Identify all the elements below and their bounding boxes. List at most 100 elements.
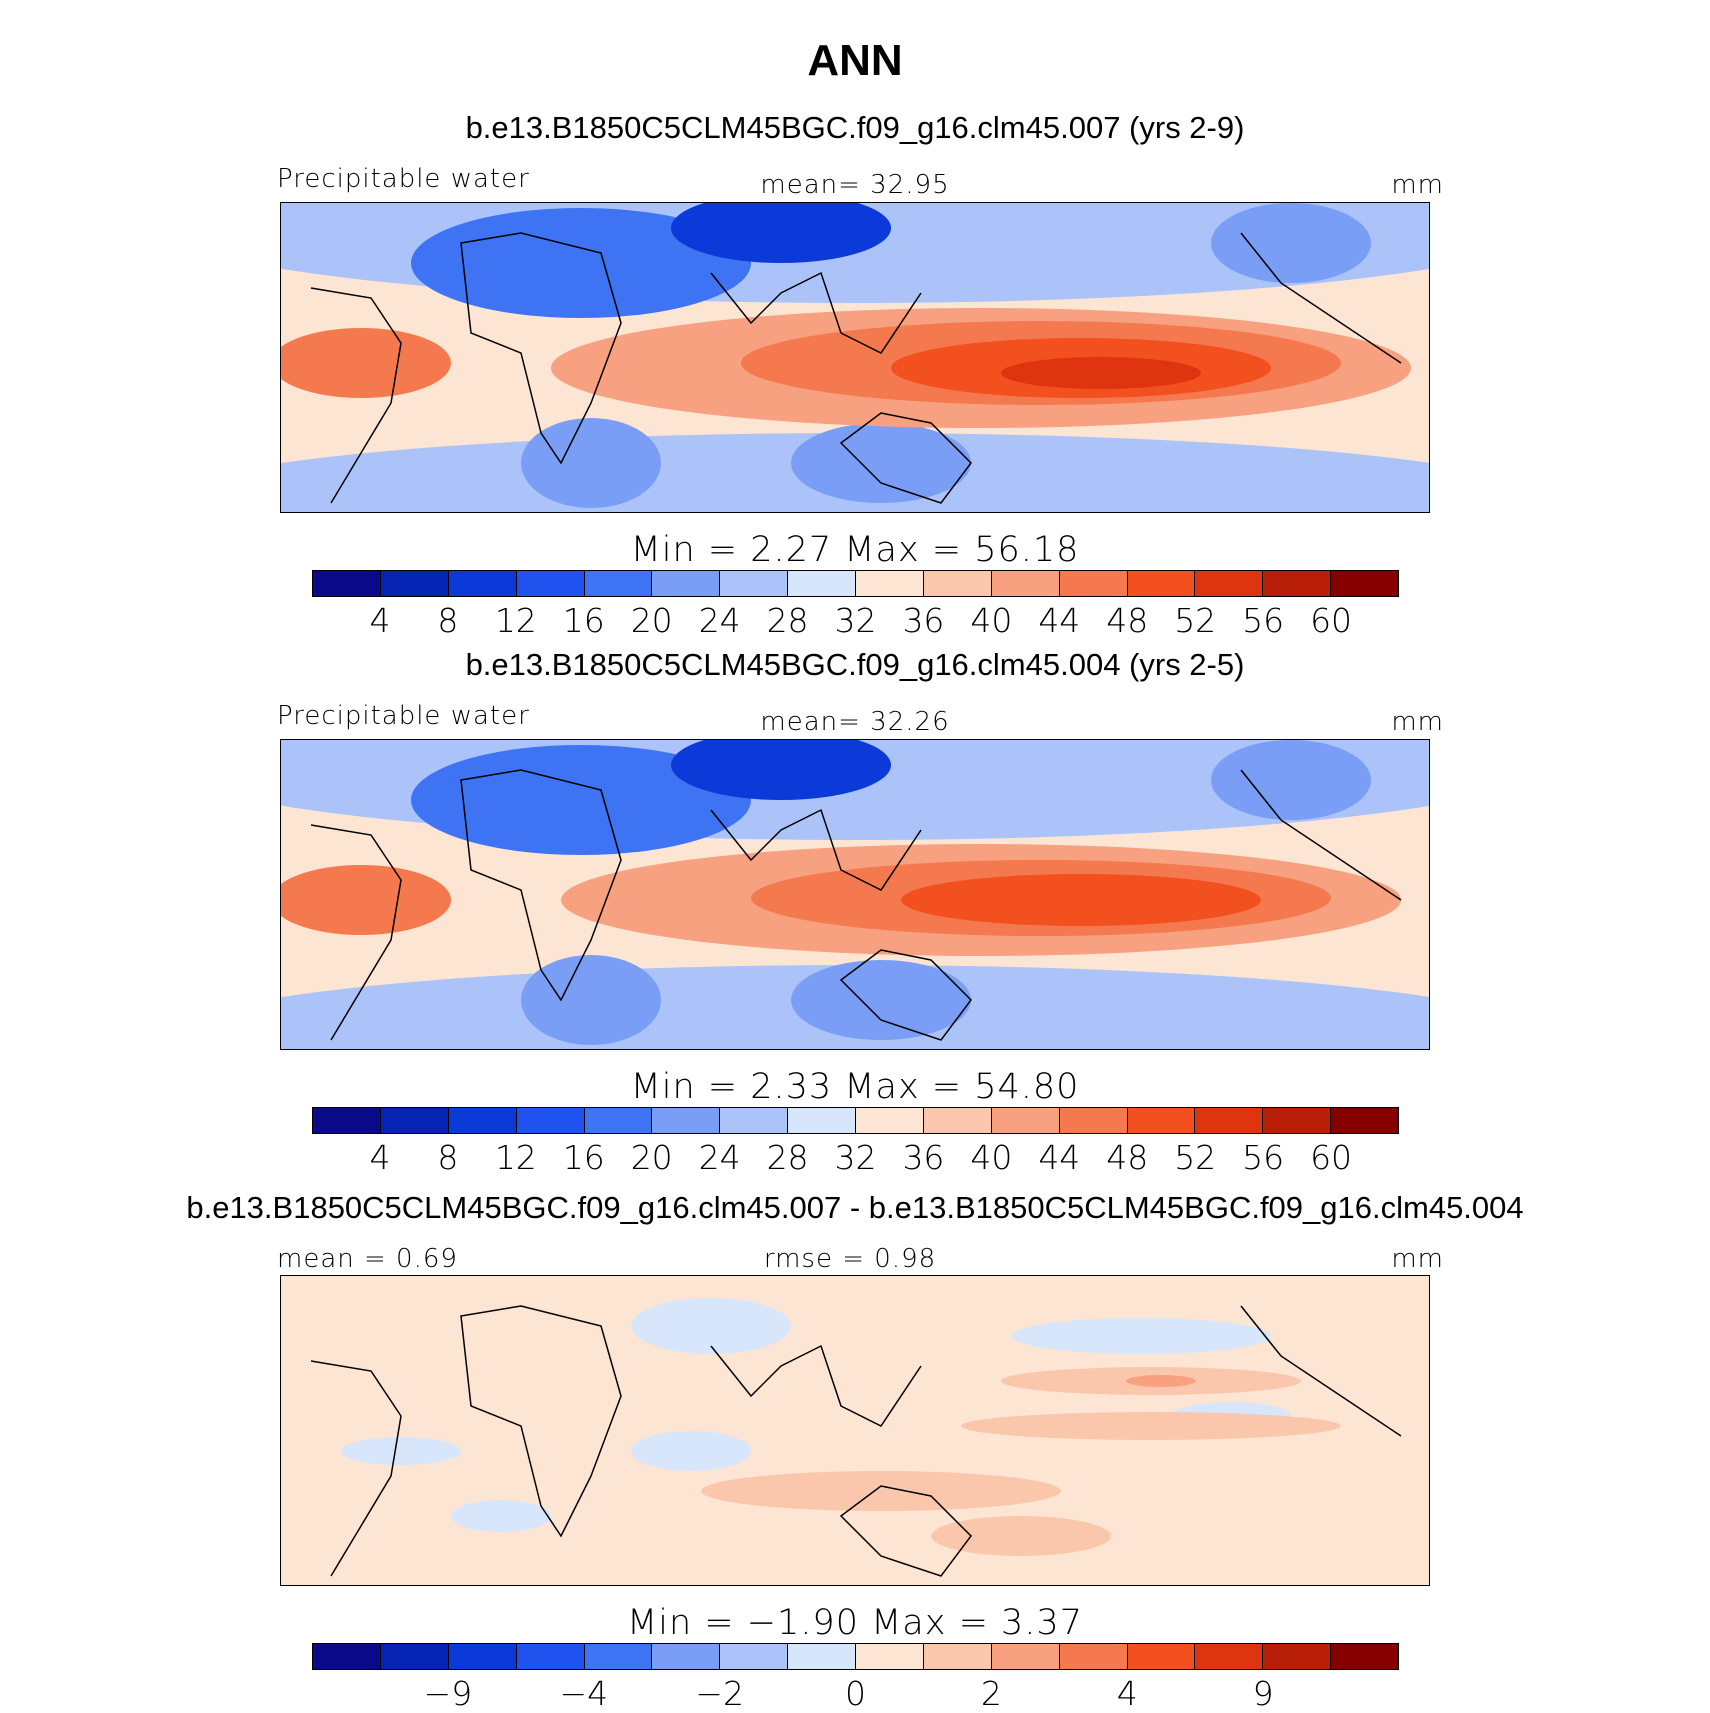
colorbar-tick-label: 40 — [970, 1138, 1013, 1177]
colorbar-tick-label: 9 — [1252, 1674, 1274, 1713]
colorbar-tick-label: 28 — [766, 601, 809, 640]
panel1-min-max: Min = 2.27 Max = 56.18 — [630, 530, 1080, 570]
colorbar-bin — [720, 571, 789, 596]
colorbar-bin — [1331, 571, 1398, 596]
colorbar-bin — [856, 1108, 924, 1133]
colorbar-tick-label: 24 — [698, 1138, 741, 1177]
colorbar-bin — [1127, 1108, 1196, 1133]
colorbar-bin — [652, 1108, 721, 1133]
colorbar-bin — [448, 1108, 517, 1133]
panel3-mean-label: mean = 0.69 — [277, 1244, 458, 1274]
colorbar-tick-label: 44 — [1038, 1138, 1081, 1177]
colorbar-tick-label: 8 — [437, 1138, 459, 1177]
colorbar-bin — [923, 571, 992, 596]
panel2-units-label: mm — [1391, 707, 1444, 737]
colorbar-tick-label: 52 — [1174, 601, 1217, 640]
colorbar-bin — [1059, 571, 1128, 596]
colorbar-tick-label: 4 — [1116, 1674, 1138, 1713]
panel1-case-title: b.e13.B1850C5CLM45BGC.f09_g16.clm45.007 … — [465, 110, 1245, 145]
colorbar-tick-label: 56 — [1242, 601, 1285, 640]
colorbar-tick-label: 44 — [1038, 601, 1081, 640]
colorbar-bin — [313, 1108, 381, 1133]
colorbar-tick-label: 24 — [698, 601, 741, 640]
panel2-min-max: Min = 2.33 Max = 54.80 — [630, 1067, 1080, 1107]
colorbar-bin — [313, 1644, 381, 1669]
panel1-colorbar-ticks: 4 8 12 16 20 24 28 32 36 40 44 48 52 56 60 — [312, 601, 1399, 641]
panel1-variable-label: Precipitable water — [277, 164, 530, 194]
colorbar-bin — [516, 571, 585, 596]
colorbar-bin — [1195, 1644, 1264, 1669]
colorbar-bin — [1127, 1644, 1196, 1669]
panel1-colorbar — [312, 570, 1399, 597]
colorbar-bin — [720, 1644, 789, 1669]
colorbar-bin — [1195, 1108, 1264, 1133]
colorbar-tick-label: 28 — [766, 1138, 809, 1177]
colorbar-bin — [652, 1644, 721, 1669]
panel1-mean-label: mean= 32.95 — [760, 170, 950, 200]
colorbar-bin — [1263, 571, 1332, 596]
colorbar-tick-label: 36 — [902, 1138, 945, 1177]
colorbar-bin — [856, 1644, 924, 1669]
colorbar-bin — [1127, 571, 1196, 596]
colorbar-bin — [991, 571, 1060, 596]
colorbar-bin — [788, 1108, 856, 1133]
colorbar-tick-label: 20 — [630, 1138, 673, 1177]
colorbar-bin — [991, 1108, 1060, 1133]
colorbar-tick-label: 36 — [902, 601, 945, 640]
colorbar-bin — [584, 1108, 653, 1133]
colorbar-tick-label: 48 — [1106, 1138, 1149, 1177]
colorbar-bin — [720, 1108, 789, 1133]
colorbar-tick-label: 12 — [494, 601, 537, 640]
panel3-rmse-label: rmse = 0.98 — [763, 1244, 937, 1274]
colorbar-bin — [1263, 1644, 1332, 1669]
colorbar-bin — [448, 571, 517, 596]
colorbar-tick-label: 48 — [1106, 601, 1149, 640]
colorbar-bin — [923, 1108, 992, 1133]
colorbar-bin — [652, 571, 721, 596]
colorbar-bin — [923, 1644, 992, 1669]
colorbar-bin — [516, 1644, 585, 1669]
colorbar-tick-label: 32 — [834, 601, 877, 640]
panel3-units-label: mm — [1391, 1244, 1444, 1274]
panel1-units-label: mm — [1391, 170, 1444, 200]
colorbar-tick-label: 20 — [630, 601, 673, 640]
colorbar-tick-label: 40 — [970, 601, 1013, 640]
colorbar-tick-label: 56 — [1242, 1138, 1285, 1177]
colorbar-bin — [1059, 1644, 1128, 1669]
colorbar-tick-label: 2 — [980, 1674, 1002, 1713]
colorbar-bin — [380, 1108, 449, 1133]
panel3-colorbar-ticks: −9 −4 −2 0 2 4 9 — [312, 1674, 1399, 1713]
colorbar-bin — [584, 571, 653, 596]
panel2-colorbar — [312, 1107, 1399, 1134]
colorbar-bin — [1331, 1108, 1398, 1133]
colorbar-bin — [1263, 1108, 1332, 1133]
colorbar-bin — [856, 571, 924, 596]
colorbar-tick-label: −9 — [423, 1674, 473, 1713]
colorbar-bin — [1331, 1644, 1398, 1669]
panel3-map — [280, 1275, 1430, 1586]
colorbar-bin — [1059, 1108, 1128, 1133]
panel2-variable-label: Precipitable water — [277, 701, 530, 731]
colorbar-bin — [380, 1644, 449, 1669]
panel3-min-max: Min = −1.90 Max = 3.37 — [627, 1603, 1083, 1643]
colorbar-tick-label: 16 — [562, 1138, 605, 1177]
colorbar-bin — [584, 1644, 653, 1669]
figure-title: ANN — [807, 36, 903, 85]
colorbar-tick-label: −2 — [695, 1674, 744, 1713]
panel3-case-title: b.e13.B1850C5CLM45BGC.f09_g16.clm45.007 … — [186, 1190, 1524, 1225]
colorbar-bin — [448, 1644, 517, 1669]
colorbar-bin — [380, 571, 449, 596]
colorbar-bin — [313, 571, 381, 596]
colorbar-tick-label: 52 — [1174, 1138, 1217, 1177]
colorbar-tick-label: 4 — [369, 601, 391, 640]
colorbar-bin — [1195, 571, 1264, 596]
colorbar-tick-label: 32 — [834, 1138, 877, 1177]
colorbar-bin — [788, 571, 856, 596]
panel1-map — [280, 202, 1430, 513]
colorbar-tick-label: −4 — [559, 1674, 609, 1713]
colorbar-tick-label: 0 — [845, 1674, 866, 1713]
panel2-mean-label: mean= 32.26 — [760, 707, 950, 737]
panel2-map — [280, 739, 1430, 1050]
colorbar-bin — [516, 1108, 585, 1133]
colorbar-tick-label: 60 — [1310, 601, 1353, 640]
